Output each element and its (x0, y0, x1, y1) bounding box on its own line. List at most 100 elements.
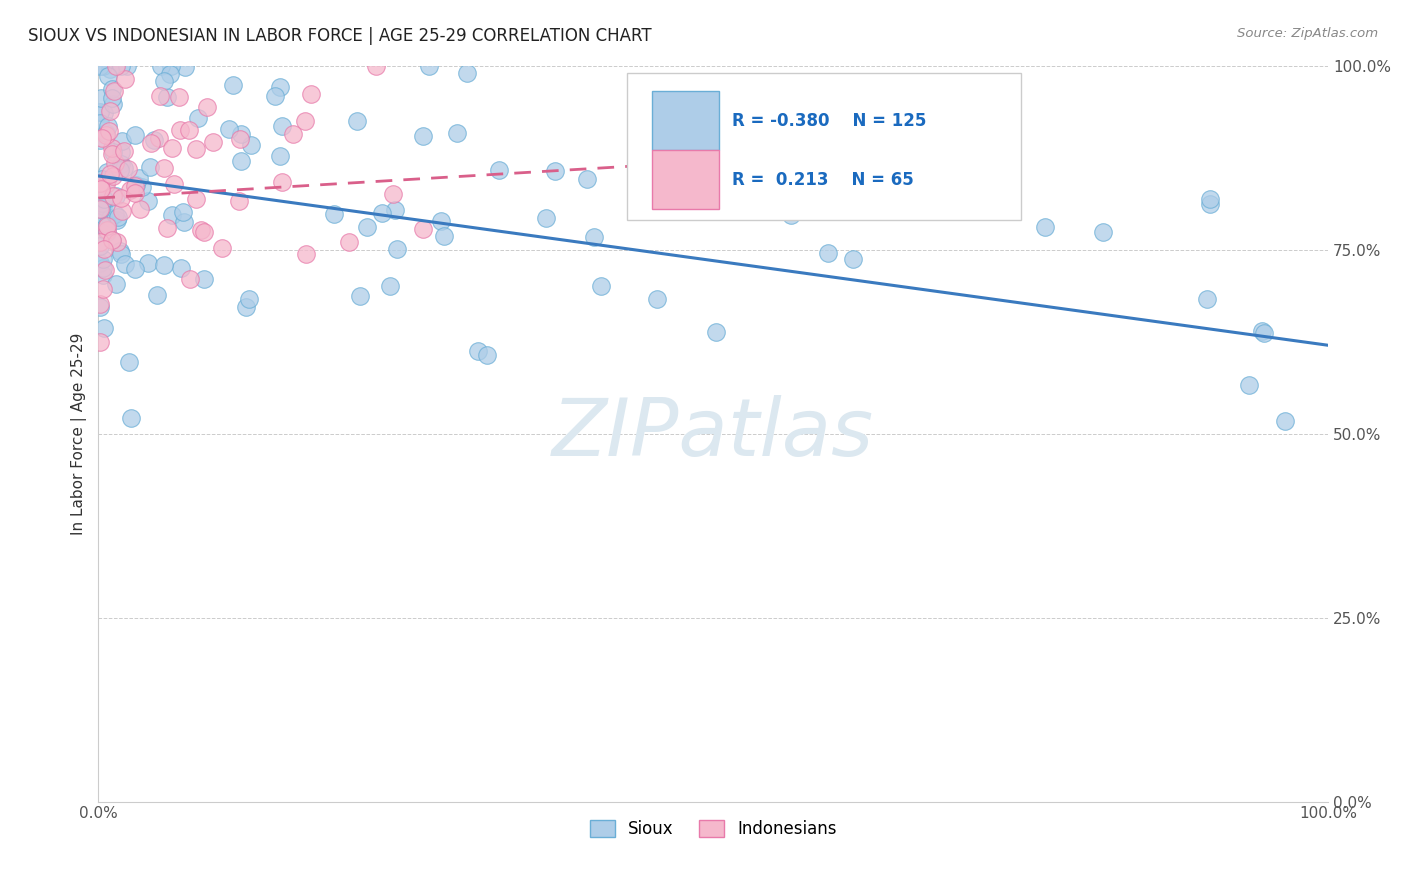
Text: SIOUX VS INDONESIAN IN LABOR FORCE | AGE 25-29 CORRELATION CHART: SIOUX VS INDONESIAN IN LABOR FORCE | AGE… (28, 27, 652, 45)
Point (1274, 414, 1296, 428)
Point (91, 260, 114, 275)
Point (98, 168, 121, 182)
Point (779, 208, 801, 222)
Point (378, 279, 401, 293)
Point (153, 258, 176, 272)
Point (110, 246, 132, 260)
Point (323, 207, 346, 221)
Point (110, 145, 132, 160)
Point (769, 175, 792, 189)
Point (222, 78, 245, 93)
Point (159, 67, 181, 81)
Point (115, 59, 138, 73)
Point (111, 134, 134, 148)
Point (153, 161, 176, 176)
Point (101, 189, 124, 203)
Point (96, 222, 118, 236)
Point (91, 268, 114, 282)
Point (93, 105, 115, 120)
Point (160, 59, 183, 73)
Point (153, 74, 176, 88)
Point (124, 186, 146, 201)
Point (101, 97, 124, 112)
Point (136, 194, 159, 208)
Point (647, 292, 669, 306)
Point (842, 252, 865, 266)
Point (337, 235, 360, 249)
Point (173, 215, 195, 229)
Point (112, 161, 135, 175)
Text: Source: ZipAtlas.com: Source: ZipAtlas.com (1237, 27, 1378, 40)
Point (128, 202, 150, 217)
Point (124, 261, 146, 276)
Point (381, 187, 404, 202)
Point (193, 225, 215, 239)
Point (120, 183, 142, 197)
Point (105, 59, 128, 73)
Point (418, 59, 440, 73)
Point (98, 62, 121, 76)
Point (96, 165, 118, 179)
Point (89, 235, 111, 249)
Point (467, 343, 489, 358)
Point (93, 242, 115, 256)
Point (101, 141, 124, 155)
Point (114, 71, 136, 86)
Point (91, 131, 114, 145)
Point (163, 177, 186, 191)
Point (125, 178, 148, 193)
Point (96, 119, 118, 133)
Point (299, 87, 322, 101)
Point (433, 229, 456, 244)
Point (294, 246, 316, 260)
Point (111, 204, 134, 219)
Point (193, 271, 215, 285)
Point (170, 261, 193, 276)
Point (139, 136, 162, 151)
Point (149, 89, 172, 103)
Point (89, 104, 111, 119)
Point (446, 127, 468, 141)
Point (142, 133, 165, 147)
Point (534, 211, 557, 226)
Point (89, 181, 111, 195)
Point (110, 244, 132, 258)
Point (263, 89, 285, 103)
Point (184, 142, 207, 156)
Point (704, 326, 727, 340)
Point (93, 192, 115, 206)
Point (456, 65, 478, 79)
Point (89, 334, 111, 349)
Point (240, 138, 263, 153)
Text: ZIPatlas: ZIPatlas (553, 394, 875, 473)
Point (104, 207, 127, 221)
Text: R = -0.380    N = 125: R = -0.380 N = 125 (731, 112, 927, 130)
Point (169, 123, 191, 137)
Point (89, 239, 111, 253)
Text: R =  0.213    N = 65: R = 0.213 N = 65 (731, 170, 914, 189)
FancyBboxPatch shape (652, 150, 720, 209)
Point (91, 282, 114, 296)
Point (156, 89, 179, 103)
Point (93, 252, 115, 266)
Point (89, 202, 111, 216)
Point (90, 172, 112, 186)
Point (101, 169, 124, 183)
Point (93, 262, 115, 277)
Point (89, 296, 111, 310)
Point (89, 300, 111, 314)
Point (177, 123, 200, 137)
Point (110, 156, 132, 170)
Point (105, 189, 128, 203)
Point (94, 128, 117, 142)
Point (271, 176, 294, 190)
Point (169, 89, 191, 103)
Point (283, 128, 305, 142)
Point (108, 162, 131, 177)
Point (139, 160, 162, 174)
Point (90, 202, 112, 216)
Point (801, 172, 824, 186)
Point (1198, 192, 1220, 206)
Point (235, 300, 257, 314)
Point (1199, 197, 1222, 211)
